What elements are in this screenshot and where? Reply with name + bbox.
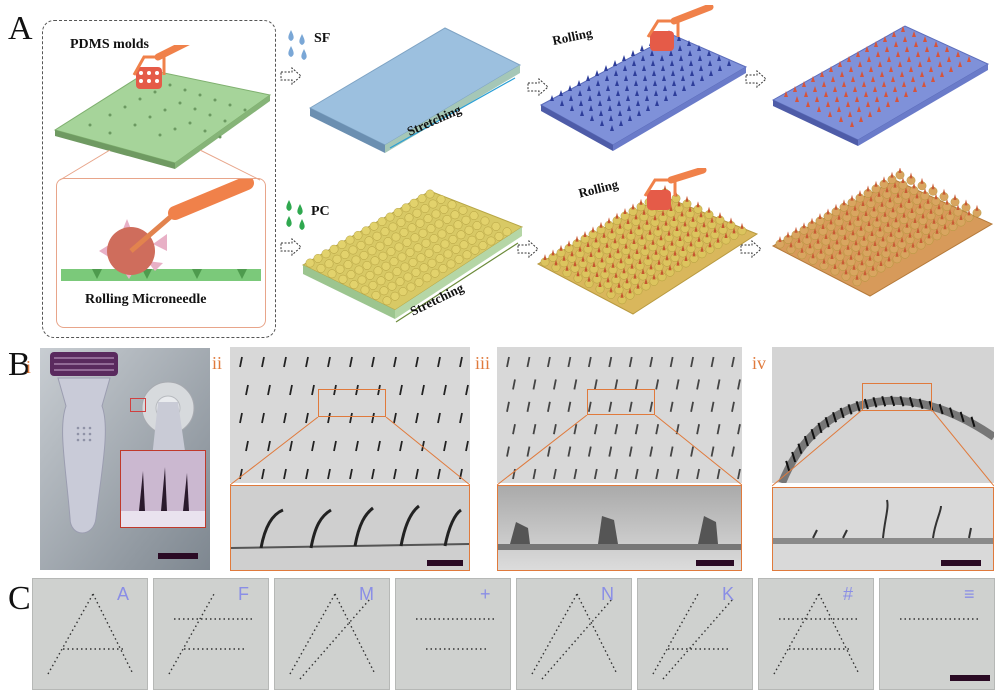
micrograph-ii-overview	[230, 347, 470, 483]
panel-letter-a: A	[8, 10, 33, 47]
letter-pattern-tiles: A F M + N K # ≡	[32, 578, 996, 692]
pc-label: PC	[311, 204, 330, 219]
tile-letter-label: A	[117, 584, 130, 604]
subpanel-label-i: i	[26, 357, 32, 377]
panel-letter-c: C	[8, 580, 31, 617]
pattern-tile: M	[274, 578, 390, 690]
pattern-tile: +	[395, 578, 511, 690]
pattern-tile: F	[153, 578, 269, 690]
micrograph-iv-overview	[772, 347, 994, 483]
inset-zoom-lines	[50, 149, 272, 185]
subpanel-label-ii: ii	[212, 353, 223, 373]
roller-icon	[643, 166, 707, 210]
process-arrow-icon	[527, 78, 549, 96]
scale-bar	[158, 553, 198, 559]
rolled-sf-film	[538, 3, 750, 155]
rolling-microneedle-caption: Rolling Microneedle	[85, 292, 207, 307]
rolled-pc-film	[535, 166, 760, 326]
zoom-box	[587, 389, 655, 415]
rolling-microneedle-detail: Rolling Microneedle	[56, 178, 266, 328]
zoom-guide-lines	[771, 409, 995, 488]
pc-microneedle-patch	[770, 167, 995, 308]
roller-icon	[646, 3, 714, 51]
pattern-tile: A	[32, 578, 148, 690]
sf-label: SF	[314, 31, 331, 46]
zoom-box	[130, 398, 146, 412]
tile-letter-label: +	[480, 584, 491, 604]
pc-droplets-icon	[280, 198, 310, 232]
pattern-tile: ≡	[879, 578, 995, 690]
tile-letter-label: #	[843, 584, 854, 604]
pdms-mold-plate	[50, 37, 272, 170]
process-arrow-icon	[280, 238, 302, 256]
micrograph-iv-zoom	[772, 487, 994, 571]
scale-bar	[427, 560, 463, 566]
scale-bar	[950, 675, 990, 681]
process-arrow-icon	[745, 70, 767, 88]
scale-bar	[941, 560, 981, 566]
roller-device-photo	[40, 348, 210, 570]
tile-letter-label: K	[722, 584, 735, 604]
subpanel-label-iv: iv	[752, 353, 767, 373]
sf-film	[305, 20, 525, 160]
sf-droplets-icon	[282, 28, 312, 62]
scale-bar	[696, 560, 734, 566]
pc-film	[300, 185, 525, 335]
zoom-guide-lines	[496, 414, 743, 487]
tile-letter-label: N	[601, 584, 614, 604]
pdms-inset-box	[42, 20, 276, 338]
process-arrow-icon	[517, 240, 539, 258]
micrograph-iii-zoom	[497, 485, 742, 571]
pattern-tile: #	[758, 578, 874, 690]
pattern-tile: K	[637, 578, 753, 690]
tile-letter-label: M	[359, 584, 374, 604]
zoom-box	[318, 389, 386, 417]
micrograph-ii-zoom	[230, 485, 470, 571]
sf-microneedle-patch	[770, 12, 992, 152]
pattern-tile: N	[516, 578, 632, 690]
subpanel-label-iii: iii	[475, 353, 491, 373]
needle-closeup-inset	[120, 450, 206, 528]
zoom-box	[862, 383, 932, 411]
tile-letter-label: ≡	[964, 584, 975, 604]
process-arrow-icon	[280, 67, 302, 85]
tile-letter-label: F	[238, 584, 249, 604]
zoom-guide-lines	[229, 416, 471, 487]
micrograph-iii-overview	[497, 347, 742, 483]
panel-letter-b: B	[8, 346, 31, 383]
process-arrow-icon	[740, 240, 762, 258]
pdms-molds-label: PDMS molds	[70, 37, 149, 52]
